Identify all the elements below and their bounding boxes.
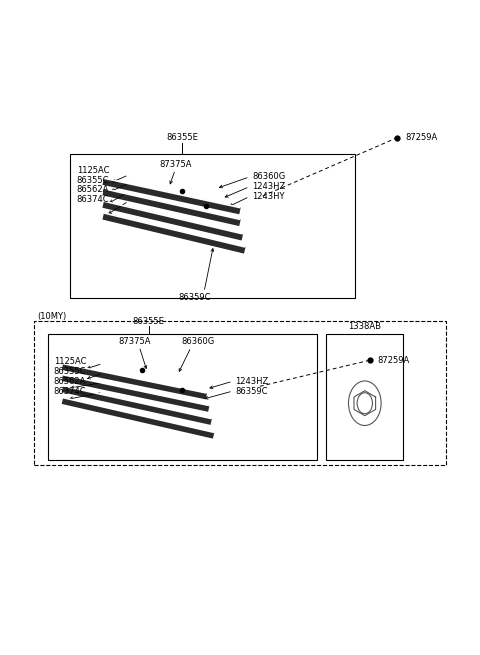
Text: 86359C: 86359C	[235, 386, 268, 396]
Text: 86355C: 86355C	[54, 367, 86, 376]
Text: 1338AB: 1338AB	[348, 322, 381, 331]
Text: 86355E: 86355E	[133, 316, 165, 326]
Text: 86374C: 86374C	[77, 195, 109, 204]
Text: 1125AC: 1125AC	[54, 357, 86, 366]
Text: 1125AC: 1125AC	[77, 166, 109, 175]
Text: 86355E: 86355E	[167, 133, 198, 142]
Text: 1243HZ: 1243HZ	[235, 377, 268, 386]
Bar	[326, 334, 403, 460]
Text: 86562A: 86562A	[77, 185, 109, 195]
Text: 86360G: 86360G	[181, 337, 215, 346]
Text: 87375A: 87375A	[159, 160, 192, 169]
Text: 86562A: 86562A	[54, 377, 86, 386]
Text: 87375A: 87375A	[118, 337, 151, 346]
Bar	[70, 154, 355, 298]
Text: (10MY): (10MY)	[37, 312, 67, 321]
Text: 86355C: 86355C	[77, 176, 109, 185]
Text: 86359C: 86359C	[178, 293, 211, 302]
Text: 87259A: 87259A	[378, 356, 410, 365]
Bar	[48, 334, 317, 460]
Text: 86374C: 86374C	[54, 386, 86, 396]
Bar	[34, 321, 446, 465]
Text: 1243HY: 1243HY	[252, 192, 285, 201]
Text: 87259A: 87259A	[406, 133, 438, 142]
Text: 86360G: 86360G	[252, 172, 285, 181]
Text: 1243HZ: 1243HZ	[252, 182, 285, 191]
